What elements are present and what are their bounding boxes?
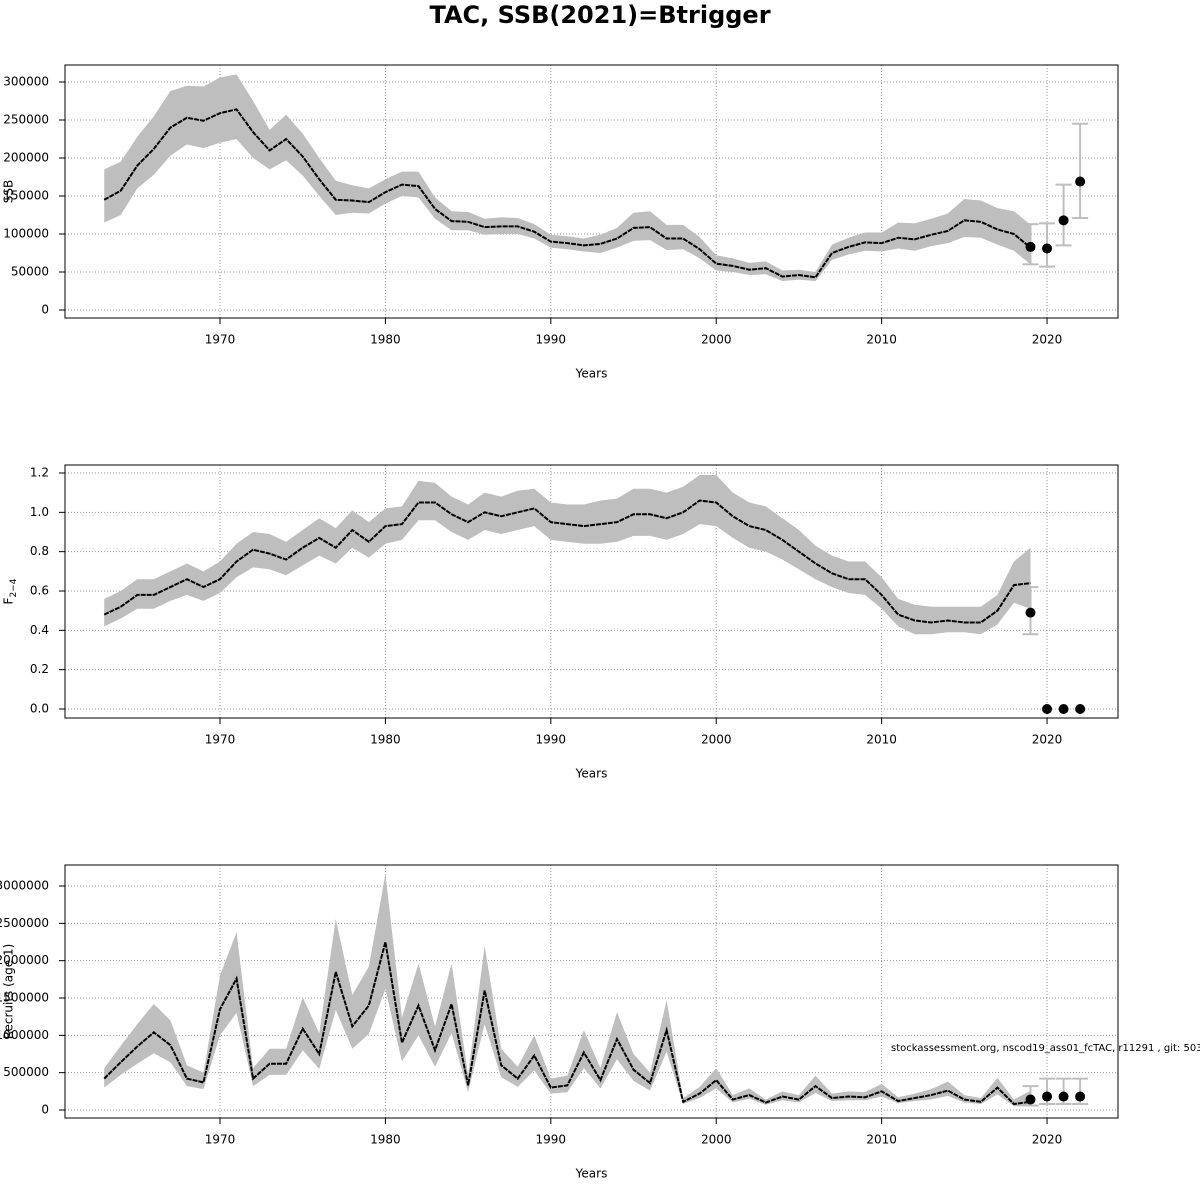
y-tick-label: 300000 <box>3 74 49 88</box>
y-tick-label: 1.2 <box>30 466 49 480</box>
x-tick-label: 2020 <box>1032 1133 1063 1147</box>
x-tick-label: 2010 <box>866 733 897 747</box>
plot-area <box>103 474 1031 635</box>
x-tick-label: 1980 <box>370 333 401 347</box>
x-tick-label: 1990 <box>536 333 567 347</box>
y-tick-label: 0.8 <box>30 544 49 558</box>
plot-area <box>103 74 1032 282</box>
x-tick-label: 2010 <box>866 1133 897 1147</box>
y-tick-label: 0.0 <box>30 701 49 715</box>
plot-area <box>103 874 1031 1107</box>
x-axis-label: Years <box>575 1167 608 1181</box>
forecast-point <box>1075 703 1086 714</box>
y-tick-label: 0 <box>41 1103 49 1117</box>
forecast-point <box>1058 703 1069 714</box>
forecast-point <box>1075 1091 1086 1102</box>
plot-frame <box>64 64 1119 319</box>
footnote: stockassessment.org, nscod19_ass01_fcTAC… <box>891 1043 1200 1054</box>
x-tick-label: 2010 <box>866 333 897 347</box>
y-tick-label: 0 <box>41 303 49 317</box>
confidence-band <box>104 474 1031 635</box>
x-tick-label: 1970 <box>205 333 236 347</box>
x-tick-label: 2000 <box>701 1133 732 1147</box>
forecast-point <box>1042 1091 1053 1102</box>
forecast-point <box>1058 1091 1069 1102</box>
x-tick-label: 1980 <box>370 733 401 747</box>
y-tick-label: 150000 <box>3 188 49 202</box>
x-tick-label: 1970 <box>205 733 236 747</box>
y-tick-label: 2000000 <box>0 953 49 967</box>
forecast-point <box>1025 241 1036 252</box>
y-tick-label: 1500000 <box>0 991 49 1005</box>
plot-frame <box>64 864 1119 1119</box>
y-tick-label: 1.0 <box>30 505 49 519</box>
estimate-line <box>103 108 1032 279</box>
x-tick-label: 2000 <box>701 333 732 347</box>
forecast-point <box>1042 243 1053 254</box>
y-axis-label: SSB <box>2 180 16 203</box>
plot-frame <box>64 464 1119 719</box>
y-tick-label: 0.2 <box>30 662 49 676</box>
confidence-band <box>104 74 1031 282</box>
forecast-point <box>1025 607 1036 618</box>
y-tick-label: 0.4 <box>30 623 49 637</box>
y-tick-label: 100000 <box>3 227 49 241</box>
x-axis-label: Years <box>575 367 608 381</box>
y-tick-label: 250000 <box>3 112 49 126</box>
forecast-point <box>1042 703 1053 714</box>
x-tick-label: 1970 <box>205 1133 236 1147</box>
estimate-line <box>103 499 1031 624</box>
y-tick-label: 3000000 <box>0 879 49 893</box>
forecast-point <box>1075 176 1086 187</box>
x-tick-label: 2000 <box>701 733 732 747</box>
x-tick-label: 1990 <box>536 733 567 747</box>
y-tick-label: 500000 <box>3 1065 49 1079</box>
x-tick-label: 2020 <box>1032 733 1063 747</box>
y-tick-label: 0.6 <box>30 583 49 597</box>
forecast-point <box>1025 1094 1036 1105</box>
y-tick-label: 200000 <box>3 150 49 164</box>
x-axis-label: Years <box>575 767 608 781</box>
confidence-band <box>104 874 1031 1107</box>
title: TAC, SSB(2021)=Btrigger <box>429 1 770 29</box>
estimate-line <box>103 941 1031 1106</box>
y-axis-label-sub: 2−4 <box>9 578 19 597</box>
forecast-point <box>1058 215 1069 226</box>
y-axis-label: Recruits (age 1) <box>2 944 16 1040</box>
x-tick-label: 2020 <box>1032 333 1063 347</box>
y-tick-label: 1000000 <box>0 1028 49 1042</box>
y-tick-label: 2500000 <box>0 916 49 930</box>
y-axis-label: F2−4 <box>2 578 19 604</box>
x-tick-label: 1990 <box>536 1133 567 1147</box>
y-tick-label: 50000 <box>11 265 49 279</box>
x-tick-label: 1980 <box>370 1133 401 1147</box>
